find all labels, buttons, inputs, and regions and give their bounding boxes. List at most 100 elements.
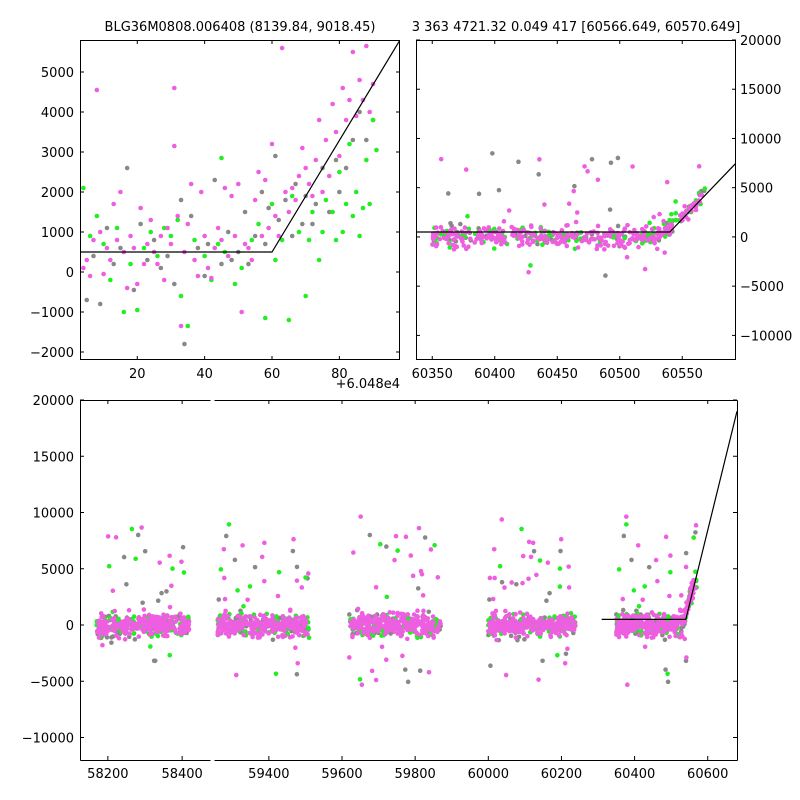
data-point xyxy=(202,233,207,239)
data-point xyxy=(608,160,614,166)
data-point xyxy=(104,245,110,251)
data-point xyxy=(247,614,253,619)
data-point xyxy=(340,85,346,91)
data-point xyxy=(340,229,346,235)
data-point xyxy=(454,244,460,250)
data-point xyxy=(373,677,379,683)
data-point xyxy=(617,237,623,243)
data-point xyxy=(148,217,154,223)
data-point xyxy=(595,177,601,183)
data-point xyxy=(557,566,563,571)
data-point xyxy=(603,273,608,278)
data-point xyxy=(615,155,621,161)
data-point xyxy=(545,560,551,565)
data-point xyxy=(513,612,518,617)
data-point xyxy=(101,271,106,277)
data-point xyxy=(364,157,369,163)
zoom-panel-ticks: 20 40 60 80 −2000 −1000 0 1000 2000 3000 4000 5000 xyxy=(30,40,400,382)
data-point xyxy=(530,233,535,238)
data-point xyxy=(526,576,531,582)
data-point xyxy=(158,265,164,271)
data-point xyxy=(350,633,355,639)
data-point xyxy=(400,653,405,659)
y-tick-label: 5000 xyxy=(41,66,74,81)
data-point xyxy=(415,586,421,591)
data-point xyxy=(554,235,560,241)
data-point xyxy=(492,632,498,638)
data-point xyxy=(693,530,698,535)
data-point xyxy=(530,540,536,546)
data-point xyxy=(663,667,668,672)
y-tick-label: −10000 xyxy=(22,732,74,747)
data-point xyxy=(661,616,666,622)
data-point xyxy=(384,544,389,549)
data-point xyxy=(476,191,482,197)
data-point xyxy=(667,634,672,640)
data-point xyxy=(679,593,684,598)
data-point xyxy=(625,222,630,228)
data-point xyxy=(465,213,470,219)
data-point xyxy=(286,317,292,323)
data-point xyxy=(97,301,103,307)
x-tick-label: 60500 xyxy=(599,367,640,382)
data-point xyxy=(243,618,248,624)
data-point xyxy=(684,655,689,660)
data-point xyxy=(502,631,507,636)
data-point xyxy=(463,246,469,252)
data-point xyxy=(229,628,235,634)
data-point xyxy=(493,240,499,245)
data-point xyxy=(503,608,508,614)
data-point xyxy=(653,557,659,563)
data-point xyxy=(173,630,179,635)
data-point xyxy=(243,614,248,619)
data-point xyxy=(144,621,149,626)
data-point xyxy=(105,628,111,633)
data-point xyxy=(198,189,204,195)
data-point xyxy=(159,590,164,596)
data-point xyxy=(668,553,673,558)
data-point xyxy=(114,624,119,630)
x-tick-label: 58200 xyxy=(87,767,128,782)
data-point xyxy=(105,534,111,539)
data-point xyxy=(229,193,234,199)
data-point xyxy=(367,201,372,207)
data-point xyxy=(445,191,451,196)
data-point xyxy=(290,634,295,639)
data-point xyxy=(262,620,268,626)
data-point xyxy=(648,620,653,625)
data-point xyxy=(398,633,404,639)
data-point xyxy=(518,627,524,632)
data-point xyxy=(333,237,339,243)
data-point xyxy=(696,198,702,203)
x-tick-label: 20 xyxy=(129,367,146,382)
data-point xyxy=(634,234,640,239)
data-point xyxy=(595,243,600,248)
data-point xyxy=(266,205,271,211)
data-point xyxy=(259,233,265,239)
data-point xyxy=(153,623,158,629)
data-point xyxy=(320,229,325,235)
data-point xyxy=(514,581,519,587)
data-point xyxy=(574,210,580,215)
data-point xyxy=(536,677,541,682)
data-point xyxy=(299,614,305,620)
data-point xyxy=(491,246,497,251)
data-point xyxy=(395,548,400,553)
data-point xyxy=(509,626,515,631)
data-point xyxy=(161,277,167,283)
data-point xyxy=(420,593,426,598)
data-point xyxy=(359,682,365,688)
data-point xyxy=(642,266,648,272)
data-point xyxy=(678,630,684,636)
data-point xyxy=(508,633,514,639)
data-point xyxy=(129,526,135,532)
data-point xyxy=(350,624,356,629)
data-point xyxy=(438,224,444,230)
data-point xyxy=(624,254,630,260)
x-tick-label: 60600 xyxy=(687,767,728,782)
data-point xyxy=(126,607,132,613)
data-point xyxy=(557,584,563,589)
data-point xyxy=(252,564,258,570)
data-point xyxy=(275,593,281,599)
